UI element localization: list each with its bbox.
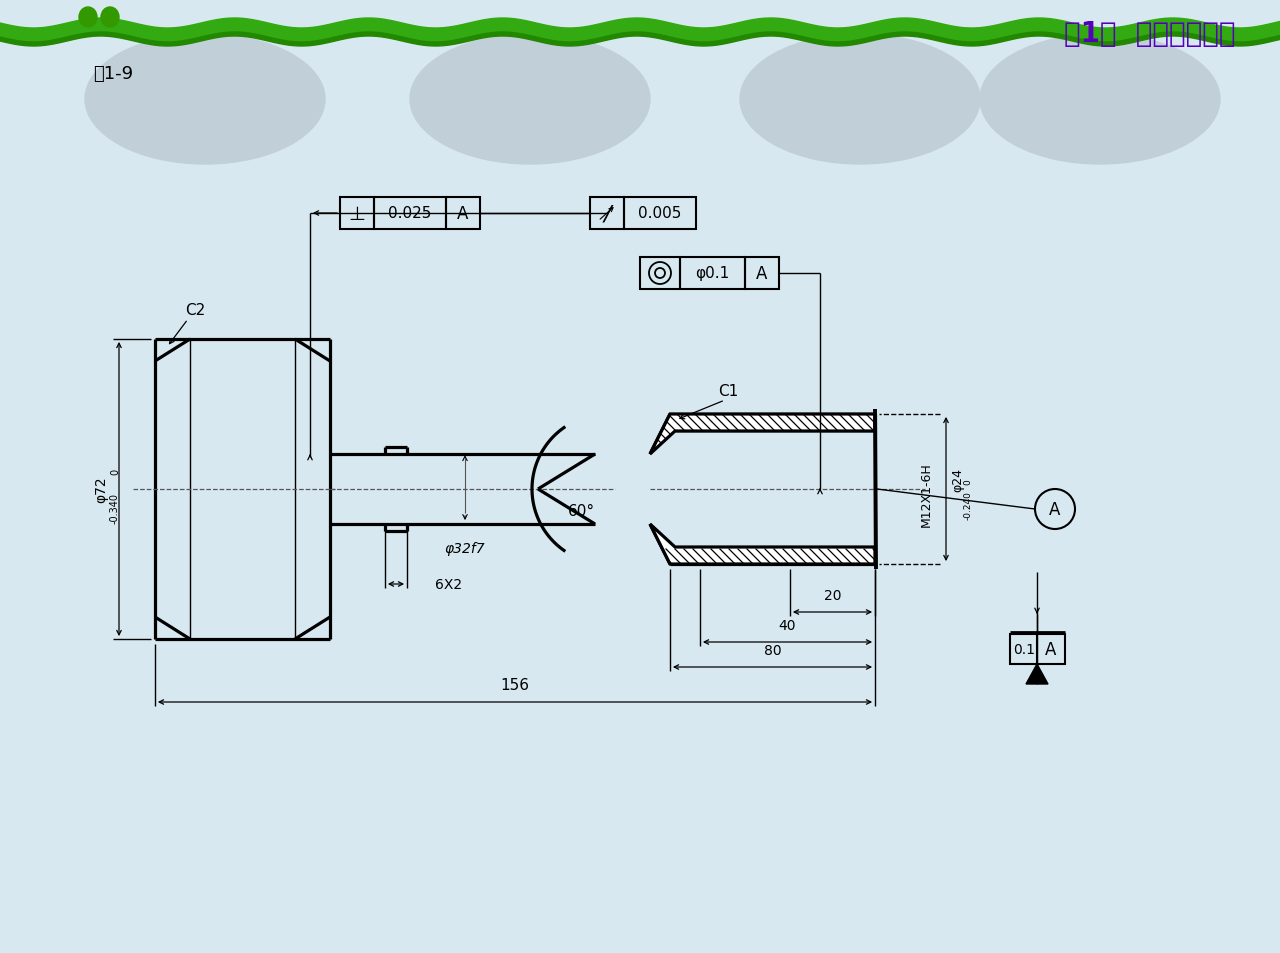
Text: A: A — [1050, 500, 1061, 518]
Text: A: A — [457, 205, 468, 223]
Bar — [1010, 635, 1065, 664]
Ellipse shape — [740, 35, 980, 165]
Bar — [745, 257, 780, 290]
Text: A: A — [756, 265, 768, 283]
Text: 0: 0 — [110, 469, 120, 475]
Text: φ0.1: φ0.1 — [695, 266, 730, 281]
Bar — [340, 198, 374, 230]
Text: φ72: φ72 — [93, 476, 108, 503]
Polygon shape — [650, 524, 876, 564]
Text: 0.025: 0.025 — [388, 206, 431, 221]
Bar — [445, 198, 480, 230]
Text: ⊥: ⊥ — [348, 204, 366, 223]
Bar — [680, 257, 745, 290]
Ellipse shape — [84, 35, 325, 165]
Text: /: / — [603, 204, 611, 224]
Bar — [590, 198, 625, 230]
Text: φ24: φ24 — [951, 468, 965, 492]
Text: 0.1: 0.1 — [1012, 642, 1036, 657]
Polygon shape — [650, 415, 876, 455]
Text: 第1章  制图基本知识: 第1章 制图基本知识 — [1064, 20, 1235, 48]
Text: A: A — [1046, 640, 1057, 659]
Text: 0.005: 0.005 — [639, 206, 682, 221]
Text: 40: 40 — [778, 618, 796, 633]
Text: 80: 80 — [764, 643, 781, 658]
Bar — [640, 257, 680, 290]
Ellipse shape — [101, 8, 119, 28]
Text: C2: C2 — [186, 303, 205, 317]
Bar — [374, 198, 445, 230]
Text: 60°: 60° — [568, 503, 595, 518]
Text: φ32f7: φ32f7 — [444, 541, 485, 556]
Polygon shape — [1027, 664, 1048, 684]
Bar — [625, 198, 696, 230]
Text: M12X1-6H: M12X1-6H — [919, 462, 933, 527]
Text: 156: 156 — [500, 678, 530, 692]
Ellipse shape — [79, 8, 97, 28]
Text: C1: C1 — [718, 384, 739, 398]
Text: 6X2: 6X2 — [435, 578, 462, 592]
Ellipse shape — [410, 35, 650, 165]
Text: -0.240: -0.240 — [964, 491, 973, 520]
Text: -0.340: -0.340 — [110, 492, 120, 523]
Text: 20: 20 — [824, 588, 841, 602]
Text: 0: 0 — [964, 478, 973, 484]
Ellipse shape — [980, 35, 1220, 165]
Text: 图1-9: 图1-9 — [93, 65, 133, 83]
